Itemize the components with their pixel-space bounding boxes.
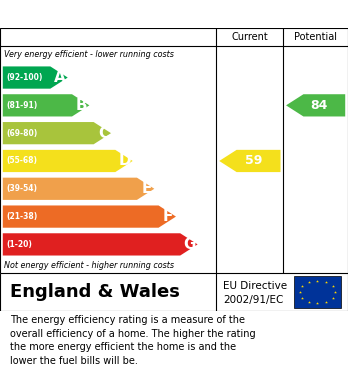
- Polygon shape: [286, 94, 345, 117]
- Text: (69-80): (69-80): [6, 129, 38, 138]
- Text: Not energy efficient - higher running costs: Not energy efficient - higher running co…: [4, 261, 174, 270]
- Text: EU Directive: EU Directive: [223, 281, 287, 291]
- Polygon shape: [3, 178, 154, 200]
- Polygon shape: [219, 150, 280, 172]
- Text: 59: 59: [245, 154, 262, 167]
- Text: F: F: [163, 209, 174, 224]
- Text: 84: 84: [310, 99, 328, 112]
- Text: Energy Efficiency Rating: Energy Efficiency Rating: [9, 7, 219, 22]
- Text: Potential: Potential: [294, 32, 337, 42]
- Polygon shape: [3, 233, 198, 256]
- Bar: [294, 276, 341, 308]
- Text: The energy efficiency rating is a measure of the
overall efficiency of a home. T: The energy efficiency rating is a measur…: [10, 315, 256, 366]
- Text: (21-38): (21-38): [6, 212, 38, 221]
- Text: Current: Current: [231, 32, 268, 42]
- Polygon shape: [3, 205, 176, 228]
- Text: England & Wales: England & Wales: [10, 283, 180, 301]
- Text: (92-100): (92-100): [6, 73, 43, 82]
- Text: (55-68): (55-68): [6, 156, 37, 165]
- Polygon shape: [3, 150, 133, 172]
- Text: D: D: [119, 154, 131, 169]
- Polygon shape: [3, 94, 89, 117]
- Polygon shape: [3, 66, 68, 89]
- Text: C: C: [98, 126, 109, 141]
- Text: (1-20): (1-20): [6, 240, 32, 249]
- Text: Very energy efficient - lower running costs: Very energy efficient - lower running co…: [4, 50, 174, 59]
- Text: G: G: [184, 237, 196, 252]
- Text: (39-54): (39-54): [6, 184, 37, 193]
- Text: (81-91): (81-91): [6, 101, 38, 110]
- Text: B: B: [76, 98, 88, 113]
- Text: E: E: [141, 181, 152, 196]
- Text: 2002/91/EC: 2002/91/EC: [223, 295, 284, 305]
- Text: A: A: [54, 70, 66, 85]
- Polygon shape: [3, 122, 111, 144]
